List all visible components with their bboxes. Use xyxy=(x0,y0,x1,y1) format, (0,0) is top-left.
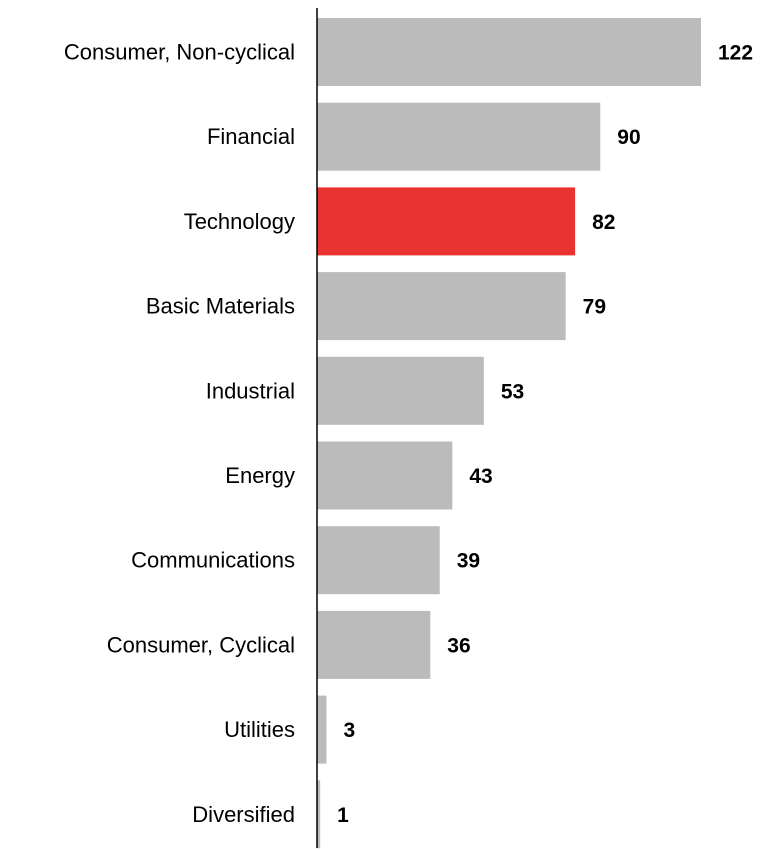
value-label: 82 xyxy=(592,211,615,234)
category-label: Utilities xyxy=(224,717,295,742)
bar-0 xyxy=(317,18,701,86)
value-label: 36 xyxy=(447,634,470,657)
bar-4 xyxy=(317,356,484,425)
bar-3 xyxy=(317,272,566,341)
value-label: 122 xyxy=(718,42,753,65)
category-label: Consumer, Cyclical xyxy=(107,632,295,657)
value-label: 90 xyxy=(617,126,640,149)
category-label: Energy xyxy=(225,463,295,488)
value-label: 39 xyxy=(457,550,480,573)
value-label: 79 xyxy=(583,296,606,319)
bar-5 xyxy=(317,441,453,510)
bar-9 xyxy=(317,780,321,849)
category-labels-group: Consumer, Non-cyclical Financial Technolog… xyxy=(64,40,295,827)
bar-7 xyxy=(317,610,431,679)
category-label: Communications xyxy=(131,548,295,573)
category-label: Industrial xyxy=(206,378,295,403)
category-label: Diversified xyxy=(192,802,295,827)
bars-group xyxy=(317,18,701,849)
value-labels-group: 122 90 82 79 53 43 39 36 3 1 xyxy=(337,42,753,827)
value-label: 43 xyxy=(469,465,492,488)
category-label: Financial xyxy=(207,124,295,149)
bar-8 xyxy=(317,695,327,764)
bar-2 xyxy=(317,187,576,256)
category-label: Technology xyxy=(184,209,295,234)
category-label: Consumer, Non-cyclical xyxy=(64,40,295,65)
category-label: Basic Materials xyxy=(146,294,295,319)
value-label: 53 xyxy=(501,380,524,403)
bar-1 xyxy=(317,102,601,171)
value-label: 1 xyxy=(337,804,349,827)
bar-6 xyxy=(317,526,440,595)
value-label: 3 xyxy=(343,719,355,742)
